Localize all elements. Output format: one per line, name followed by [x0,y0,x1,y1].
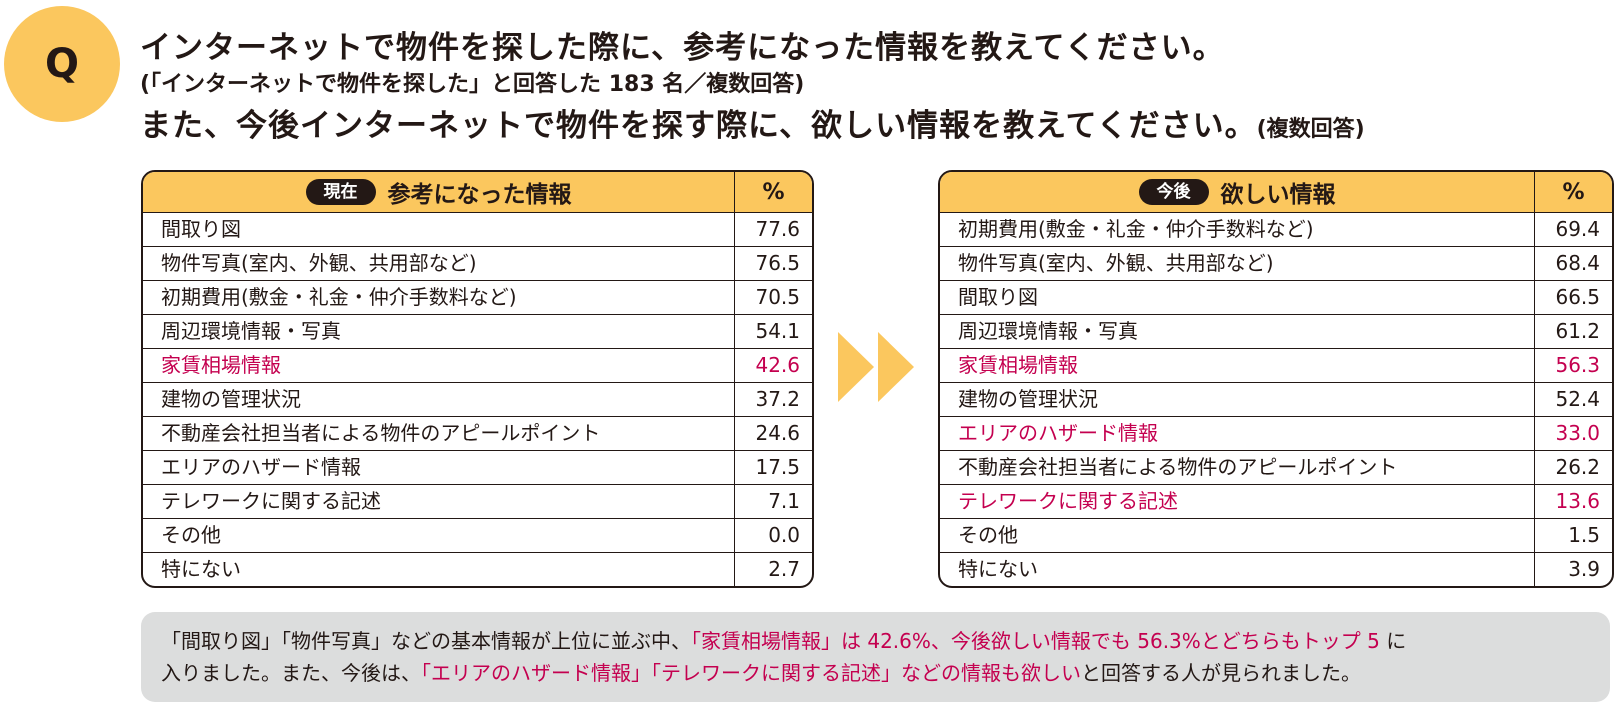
table-header: 現在 参考になった情報 % [143,172,812,213]
table-title: 参考になった情報 [387,182,572,208]
percent-header: % [1534,172,1612,212]
note-highlight: 「家賃相場情報」は 42.6%、今後欲しい情報でも 56.3%とどちらもトップ … [691,629,1380,653]
row-label: その他 [161,523,221,547]
row-value: 2.7 [734,553,812,586]
arrow-chevron-1 [838,332,874,402]
row-label: テレワークに関する記述 [958,489,1178,513]
table-row: 家賃相場情報 56.3 [940,349,1612,383]
question-line-3: また、今後インターネットで物件を探す際に、欲しい情報を教えてください。(複数回答… [140,100,1365,145]
row-value: 42.6 [734,349,812,382]
row-label: 不動産会社担当者による物件のアピールポイント [958,455,1398,479]
double-right-arrow-icon [838,332,914,402]
row-value: 7.1 [734,485,812,518]
table-body: 初期費用(敷金・礼金・仲介手数料など) 69.4 物件写真(室内、外観、共用部など)… [940,213,1612,586]
table-row: 不動産会社担当者による物件のアピールポイント 26.2 [940,451,1612,485]
question-line-3-main: また、今後インターネットで物件を探す際に、欲しい情報を教えてください。 [140,108,1257,144]
table-title: 欲しい情報 [1220,182,1336,208]
summary-note: 「間取り図」「物件写真」などの基本情報が上位に並ぶ中、「家賃相場情報」は 42.… [141,612,1610,702]
note-highlight: 「エリアのハザード情報」「テレワークに関する記述」などの情報も欲しい [421,661,1081,685]
row-label: その他 [958,523,1018,547]
table-row: 物件写真(室内、外観、共用部など) 68.4 [940,247,1612,281]
table-row: 建物の管理状況 52.4 [940,383,1612,417]
table-row: エリアのハザード情報 33.0 [940,417,1612,451]
table-row: 周辺環境情報・写真 54.1 [143,315,812,349]
row-value: 26.2 [1534,451,1612,484]
question-line-1: インターネットで物件を探した際に、参考になった情報を教えてください。 [140,30,1225,66]
row-label: 特にない [161,557,241,581]
table-body: 間取り図 77.6 物件写真(室内、外観、共用部など) 76.5 初期費用(敷金・礼金・… [143,213,812,586]
row-value: 13.6 [1534,485,1612,518]
q-badge: Q [4,6,120,122]
row-value: 0.0 [734,519,812,552]
table-row: 不動産会社担当者による物件のアピールポイント 24.6 [143,417,812,451]
table-row: 周辺環境情報・写真 61.2 [940,315,1612,349]
row-value: 37.2 [734,383,812,416]
row-value: 24.6 [734,417,812,450]
header-label-cell: 現在 参考になった情報 [143,172,734,212]
row-value: 68.4 [1534,247,1612,280]
row-label: 初期費用(敷金・礼金・仲介手数料など) [161,285,517,309]
row-label: 間取り図 [161,217,241,241]
row-label: 特にない [958,557,1038,581]
row-label: 家賃相場情報 [958,353,1078,377]
table-row: エリアのハザード情報 17.5 [143,451,812,485]
row-value: 33.0 [1534,417,1612,450]
note-text: 「間取り図」「物件写真」などの基本情報が上位に並ぶ中、 [161,629,691,653]
row-label: 初期費用(敷金・礼金・仲介手数料など) [958,217,1314,241]
percent-header: % [734,172,812,212]
row-value: 1.5 [1534,519,1612,552]
note-line-2: 入りました。また、今後は、「エリアのハザード情報」「テレワークに関する記述」など… [161,657,1590,689]
table-row: 建物の管理状況 37.2 [143,383,812,417]
row-label: 家賃相場情報 [161,353,281,377]
note-text: に [1379,629,1407,653]
row-value: 76.5 [734,247,812,280]
future-tag: 今後 [1138,179,1209,205]
row-label: 建物の管理状況 [161,387,301,411]
row-label: テレワークに関する記述 [161,489,381,513]
row-value: 66.5 [1534,281,1612,314]
row-label: 物件写真(室内、外観、共用部など) [958,251,1274,275]
table-header: 今後 欲しい情報 % [940,172,1612,213]
table-row: 初期費用(敷金・礼金・仲介手数料など) 69.4 [940,213,1612,247]
table-row: その他 1.5 [940,519,1612,553]
table-row: 特にない 3.9 [940,553,1612,586]
table-row: 初期費用(敷金・礼金・仲介手数料など) 70.5 [143,281,812,315]
arrow-chevron-2 [878,332,914,402]
row-label: 不動産会社担当者による物件のアピールポイント [161,421,601,445]
table-row: その他 0.0 [143,519,812,553]
note-text: 入りました。また、今後は、 [161,661,421,685]
row-label: エリアのハザード情報 [958,421,1158,445]
row-label: 周辺環境情報・写真 [958,319,1138,343]
question-line-3-suffix: (複数回答) [1256,117,1365,142]
row-value: 70.5 [734,281,812,314]
table-row: テレワークに関する記述 13.6 [940,485,1612,519]
table-row: 物件写真(室内、外観、共用部など) 76.5 [143,247,812,281]
table-row: 間取り図 77.6 [143,213,812,247]
row-label: 建物の管理状況 [958,387,1098,411]
future-info-table: 今後 欲しい情報 % 初期費用(敷金・礼金・仲介手数料など) 69.4 物件写真(室… [938,170,1614,588]
header-label-cell: 今後 欲しい情報 [940,172,1534,212]
row-label: 間取り図 [958,285,1038,309]
row-value: 69.4 [1534,213,1612,246]
row-label: エリアのハザード情報 [161,455,361,479]
table-row: 特にない 2.7 [143,553,812,586]
row-value: 54.1 [734,315,812,348]
table-row: 家賃相場情報 42.6 [143,349,812,383]
table-row: 間取り図 66.5 [940,281,1612,315]
table-row: テレワークに関する記述 7.1 [143,485,812,519]
row-label: 物件写真(室内、外観、共用部など) [161,251,477,275]
note-text: と回答する人が見られました。 [1081,661,1361,685]
row-value: 56.3 [1534,349,1612,382]
question-line-2: (「インターネットで物件を探した」と回答した 183 名／複数回答) [140,72,805,97]
row-value: 17.5 [734,451,812,484]
note-line-1: 「間取り図」「物件写真」などの基本情報が上位に並ぶ中、「家賃相場情報」は 42.… [161,625,1590,657]
row-value: 61.2 [1534,315,1612,348]
row-value: 3.9 [1534,553,1612,586]
row-value: 77.6 [734,213,812,246]
row-value: 52.4 [1534,383,1612,416]
current-tag: 現在 [305,179,376,205]
row-label: 周辺環境情報・写真 [161,319,341,343]
current-info-table: 現在 参考になった情報 % 間取り図 77.6 物件写真(室内、外観、共用部など) 7… [141,170,814,588]
